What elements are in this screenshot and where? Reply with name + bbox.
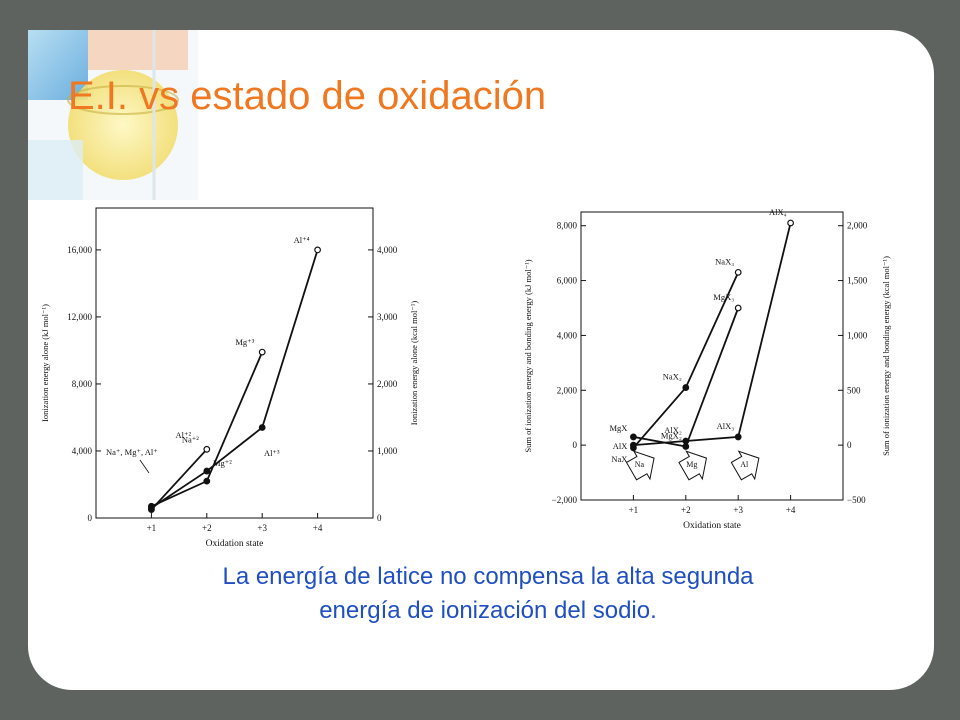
x-axis-label: Oxidation state bbox=[683, 521, 741, 531]
pointer-arrow-label: Mg bbox=[686, 460, 697, 469]
annotation-label: Mg⁺² bbox=[213, 458, 232, 468]
pointer-arrow-icon bbox=[730, 450, 760, 481]
y2-tick-label: 3,000 bbox=[377, 312, 398, 322]
y-axis-label: Sum of ionization energy and bonding ene… bbox=[523, 259, 533, 452]
y-tick-label: 4,000 bbox=[72, 446, 93, 456]
annotation-leader bbox=[139, 459, 150, 474]
data-point-al bbox=[147, 504, 155, 512]
data-point-al bbox=[314, 246, 322, 254]
point-label: MgX₂ bbox=[661, 431, 682, 441]
data-point-mg bbox=[203, 477, 211, 485]
point-label: NaX₃ bbox=[715, 256, 734, 266]
point-label: AlX₄ bbox=[769, 207, 787, 217]
x-tick-label: +1 bbox=[147, 523, 157, 533]
y-tick-label: 2,000 bbox=[557, 385, 578, 395]
x-tick-label: +3 bbox=[257, 523, 267, 533]
y2-tick-label: 1,500 bbox=[847, 276, 868, 286]
y-tick-label: 8,000 bbox=[557, 221, 578, 231]
point-label: NaX bbox=[611, 454, 627, 464]
plot-frame bbox=[95, 207, 374, 519]
series-line-al bbox=[633, 222, 792, 447]
y2-axis-label: Sum of ionization energy and bonding ene… bbox=[881, 256, 891, 456]
y-tick-label: 4,000 bbox=[557, 330, 578, 340]
y2-tick-label: 2,000 bbox=[847, 221, 868, 231]
point-label: MgX₃ bbox=[713, 292, 734, 302]
y2-axis-label: Ionization energy alone (kcal mol⁻¹) bbox=[409, 301, 419, 426]
point-label: MgX bbox=[609, 423, 627, 433]
series-line-na bbox=[150, 448, 208, 511]
x-tick-label: +3 bbox=[733, 505, 743, 515]
data-point-na bbox=[203, 445, 211, 453]
caption-line-1: La energía de latice no compensa la alta… bbox=[222, 563, 754, 590]
y-tick-label: 12,000 bbox=[67, 312, 92, 322]
y-tick-label: 8,000 bbox=[72, 379, 93, 389]
slide-caption: La energía de latice no compensa la alta… bbox=[108, 560, 868, 628]
data-point-na bbox=[682, 384, 690, 391]
point-label: AlX bbox=[613, 441, 628, 451]
y2-tick-label: 500 bbox=[847, 385, 861, 395]
y-tick-label: 0 bbox=[88, 513, 93, 523]
x-tick-label: +1 bbox=[629, 505, 639, 515]
point-label: AlX₃ bbox=[717, 421, 735, 431]
point-label: NaX₂ bbox=[663, 372, 682, 382]
slide-title: E.I. vs estado de oxidación bbox=[68, 74, 547, 118]
y-tick-label: −2,000 bbox=[552, 495, 578, 505]
caption-line-2: energía de ionización del sodio. bbox=[319, 597, 657, 624]
data-point-al bbox=[258, 424, 266, 431]
data-point-mg bbox=[682, 443, 690, 450]
x-axis-label: Oxidation state bbox=[206, 539, 264, 549]
annotation-label: Na⁺, Mg⁺, Al⁺ bbox=[106, 447, 158, 457]
pointer-arrow-label: Na bbox=[635, 460, 645, 469]
data-point-al bbox=[203, 467, 211, 475]
y2-tick-label: −500 bbox=[847, 495, 866, 505]
data-point-al bbox=[787, 219, 794, 227]
y2-tick-label: 0 bbox=[847, 440, 852, 450]
y-tick-label: 6,000 bbox=[557, 276, 578, 286]
y2-tick-label: 2,000 bbox=[377, 379, 398, 389]
y-tick-label: 0 bbox=[573, 440, 578, 450]
slide: E.I. vs estado de oxidación +1 +2 +3 +4 0 4,0… bbox=[28, 30, 934, 690]
series-end-label: Na⁺² bbox=[182, 434, 199, 444]
data-point-na bbox=[734, 268, 742, 276]
point-label: AlX₂ bbox=[664, 425, 682, 435]
x-tick-label: +2 bbox=[681, 505, 691, 515]
annotation-label: Al⁺² bbox=[175, 430, 191, 440]
chart-ionization-energy: +1 +2 +3 +4 0 4,000 8,000 12,000 16,000 0 1,000 2,0… bbox=[40, 207, 419, 549]
series-line-al bbox=[150, 249, 319, 509]
data-point-al bbox=[682, 437, 690, 445]
data-point-mg bbox=[734, 304, 742, 312]
data-point-mg bbox=[630, 433, 637, 441]
data-point-al bbox=[630, 441, 637, 449]
y2-tick-label: 1,000 bbox=[847, 330, 868, 340]
y-axis-label: Ionization energy alone (kJ mol⁻¹) bbox=[40, 304, 50, 422]
x-tick-label: +2 bbox=[202, 523, 212, 533]
plot-frame bbox=[580, 211, 844, 501]
data-point-al bbox=[734, 433, 742, 441]
pointer-arrow-label: Al bbox=[740, 460, 749, 469]
y2-tick-label: 4,000 bbox=[377, 245, 398, 255]
y2-tick-label: 0 bbox=[377, 513, 382, 523]
pointer-arrow-icon bbox=[678, 450, 708, 481]
y-tick-label: 16,000 bbox=[67, 245, 92, 255]
annotation-label: Al⁺³ bbox=[264, 448, 280, 458]
x-tick-label: +4 bbox=[313, 523, 323, 533]
x-tick-label: +4 bbox=[786, 505, 796, 515]
data-point-mg bbox=[258, 348, 266, 356]
chart-ionization-plus-bonding-energy: +1 +2 +3 +4 −2,000 0 2,000 4,000 6,000 8,000 −500 0… bbox=[523, 207, 891, 531]
pointer-arrow-icon bbox=[625, 450, 655, 481]
charts-area: +1 +2 +3 +4 0 4,000 8,000 12,000 16,000 0 1,000 2,0… bbox=[40, 207, 891, 549]
series-end-label: Mg⁺³ bbox=[235, 337, 254, 347]
series-end-label: Al⁺⁴ bbox=[294, 235, 310, 245]
y2-tick-label: 1,000 bbox=[377, 446, 398, 456]
beaker-decoration-icon bbox=[28, 30, 198, 200]
